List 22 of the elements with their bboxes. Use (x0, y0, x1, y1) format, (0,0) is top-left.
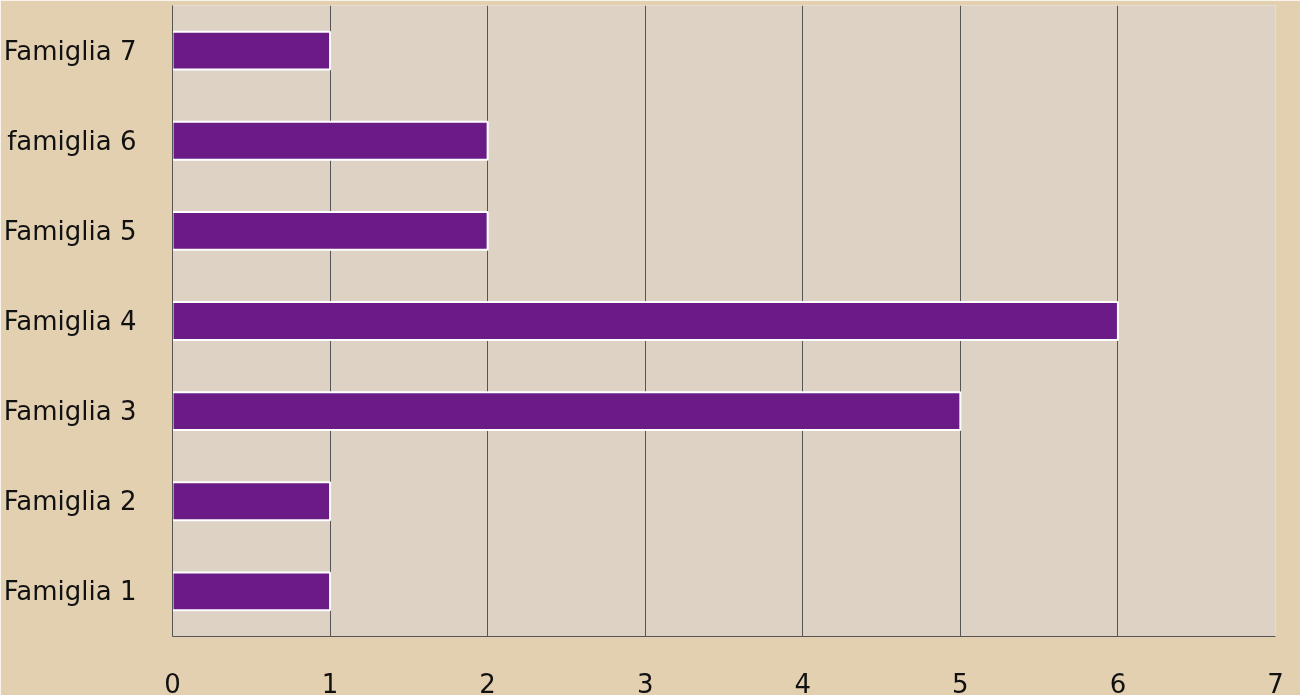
bar (172, 210, 489, 251)
x-tick-label: 2 (479, 668, 496, 699)
bar (172, 571, 332, 612)
y-tick-label: Famiglia 1 (3, 576, 137, 607)
bar (172, 120, 489, 161)
y-tick-label: Famiglia 4 (3, 306, 137, 336)
bar (172, 30, 332, 71)
y-tick-label: Famiglia 5 (3, 215, 137, 246)
bar (172, 391, 962, 432)
x-tick-label: 4 (794, 668, 812, 699)
x-tick-label: 6 (1109, 668, 1127, 699)
y-tick-label: Famiglia 7 (3, 35, 137, 66)
x-tick-label: 5 (952, 668, 969, 699)
bar (172, 481, 332, 522)
x-tick-label: 1 (321, 668, 339, 699)
x-tick-label: 3 (636, 668, 654, 699)
bar (172, 301, 1119, 341)
y-tick-label: famiglia 6 (7, 125, 137, 156)
y-tick-label: Famiglia 2 (3, 486, 137, 517)
x-tick-label: 7 (1267, 668, 1284, 699)
x-tick-label: 0 (164, 668, 181, 699)
y-tick-label: Famiglia 3 (3, 396, 137, 427)
